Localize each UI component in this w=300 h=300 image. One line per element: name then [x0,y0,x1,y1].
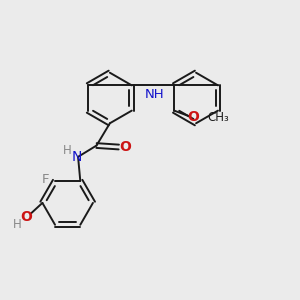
Text: H: H [14,218,22,231]
Text: O: O [20,210,32,224]
Text: NH: NH [145,88,164,101]
Text: CH₃: CH₃ [207,111,229,124]
Text: O: O [187,110,199,124]
Text: H: H [62,144,71,157]
Text: N: N [71,150,82,164]
Text: F: F [42,173,49,186]
Text: O: O [119,140,131,154]
